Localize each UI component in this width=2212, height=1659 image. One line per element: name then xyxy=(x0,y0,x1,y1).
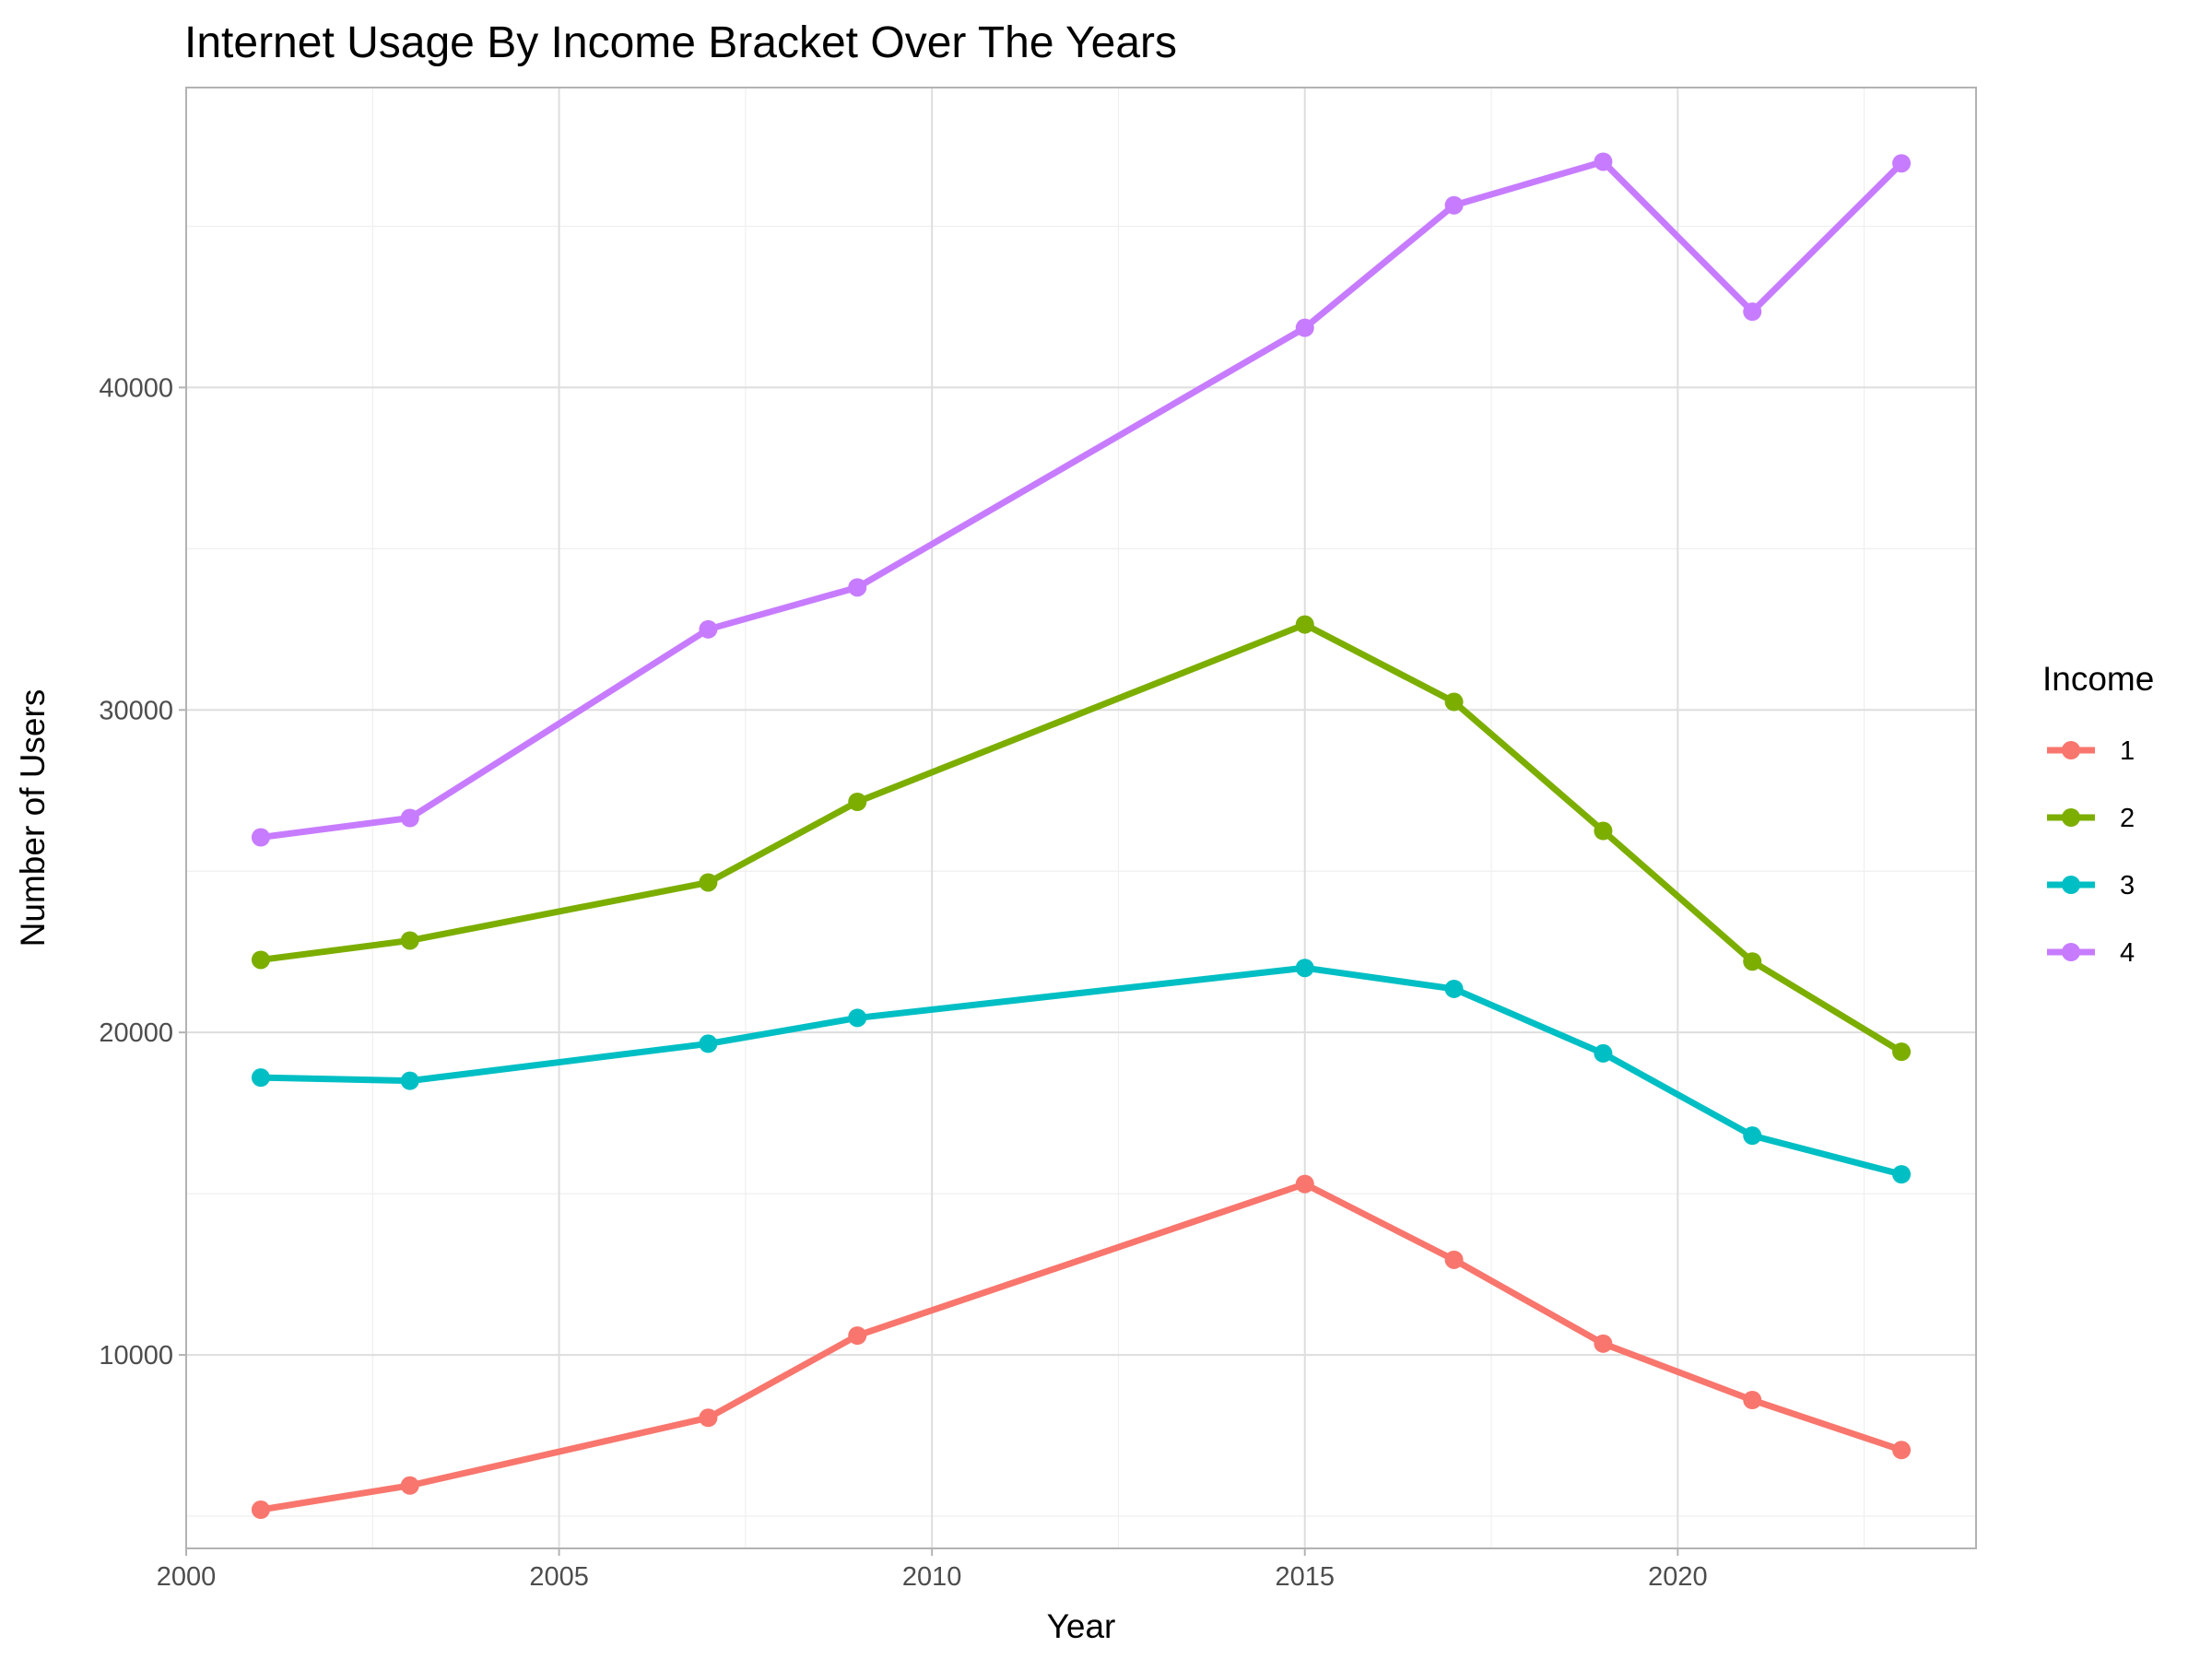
data-point xyxy=(699,619,718,639)
x-axis-title: Year xyxy=(1047,1607,1116,1645)
data-point xyxy=(251,950,270,970)
data-point xyxy=(1892,1441,1912,1460)
data-point xyxy=(400,808,419,828)
data-point xyxy=(1743,952,1762,971)
data-point xyxy=(848,1326,867,1346)
data-point xyxy=(1892,154,1912,173)
data-point xyxy=(699,1408,718,1428)
data-point xyxy=(1295,615,1314,634)
data-point xyxy=(848,793,867,812)
x-axis: 2000 2005 2010 2015 2020 xyxy=(157,1548,1708,1592)
data-point xyxy=(1594,821,1613,841)
data-point xyxy=(400,1476,419,1495)
data-point xyxy=(1444,195,1464,215)
series-line xyxy=(260,158,1904,841)
data-point xyxy=(699,873,718,892)
data-point xyxy=(1444,692,1464,712)
series-3 xyxy=(251,959,1912,1184)
legend-label: 3 xyxy=(2120,871,2135,900)
legend-label: 1 xyxy=(2120,736,2135,766)
series-1 xyxy=(251,1174,1912,1520)
data-point xyxy=(1892,1165,1912,1184)
y-tick-label: 20000 xyxy=(99,1018,173,1048)
data-point xyxy=(848,578,867,597)
chart-title: Internet Usage By Income Bracket Over Th… xyxy=(184,18,1177,67)
data-point xyxy=(1743,1126,1762,1146)
legend-label: 2 xyxy=(2120,804,2135,833)
data-point xyxy=(1892,1042,1912,1062)
series-line xyxy=(260,1181,1903,1513)
data-point xyxy=(1594,1043,1613,1063)
data-point xyxy=(1295,318,1314,337)
x-tick-label: 2015 xyxy=(1275,1562,1335,1592)
data-point xyxy=(848,1008,867,1028)
data-point xyxy=(1444,979,1464,998)
x-tick-label: 2005 xyxy=(529,1562,589,1592)
data-point xyxy=(1295,1174,1314,1194)
data-point xyxy=(1444,1250,1464,1269)
data-point xyxy=(1295,959,1314,978)
data-point xyxy=(1594,152,1613,171)
panel-border xyxy=(185,87,1977,1549)
y-tick-label: 10000 xyxy=(99,1341,173,1371)
legend-item: 4 xyxy=(2047,938,2135,968)
data-point xyxy=(699,1034,718,1053)
series-layer xyxy=(251,152,1912,1520)
major-gridlines xyxy=(185,88,1976,1548)
legend-item: 1 xyxy=(2047,736,2135,766)
data-point xyxy=(1743,1391,1762,1410)
legend-key-point xyxy=(2062,876,2080,894)
legend-key-point xyxy=(2062,741,2080,759)
data-point xyxy=(400,931,419,950)
legend: Income 1 2 3 4 xyxy=(2042,660,2154,968)
legend-key-point xyxy=(2062,943,2080,961)
series-2 xyxy=(251,615,1912,1062)
legend-item: 2 xyxy=(2047,804,2135,833)
x-tick-label: 2020 xyxy=(1648,1562,1708,1592)
minor-gridlines xyxy=(186,88,1976,1548)
data-point xyxy=(1594,1334,1613,1353)
x-tick-label: 2000 xyxy=(157,1562,217,1592)
legend-title: Income xyxy=(2042,660,2154,698)
y-axis: 10000 20000 30000 40000 xyxy=(99,373,186,1371)
data-point xyxy=(1743,302,1762,322)
x-tick-label: 2010 xyxy=(902,1562,962,1592)
legend-label: 4 xyxy=(2120,938,2135,968)
legend-item: 3 xyxy=(2047,871,2135,900)
y-axis-title: Number of Users xyxy=(14,689,52,947)
series-line xyxy=(260,964,1902,1178)
data-point xyxy=(251,1500,270,1520)
data-point xyxy=(251,1068,270,1088)
series-4 xyxy=(251,152,1912,847)
y-tick-label: 30000 xyxy=(99,696,173,725)
series-line xyxy=(260,621,1903,1055)
legend-key-point xyxy=(2062,808,2080,827)
data-point xyxy=(251,828,270,847)
data-point xyxy=(400,1071,419,1090)
y-tick-label: 40000 xyxy=(99,373,173,403)
